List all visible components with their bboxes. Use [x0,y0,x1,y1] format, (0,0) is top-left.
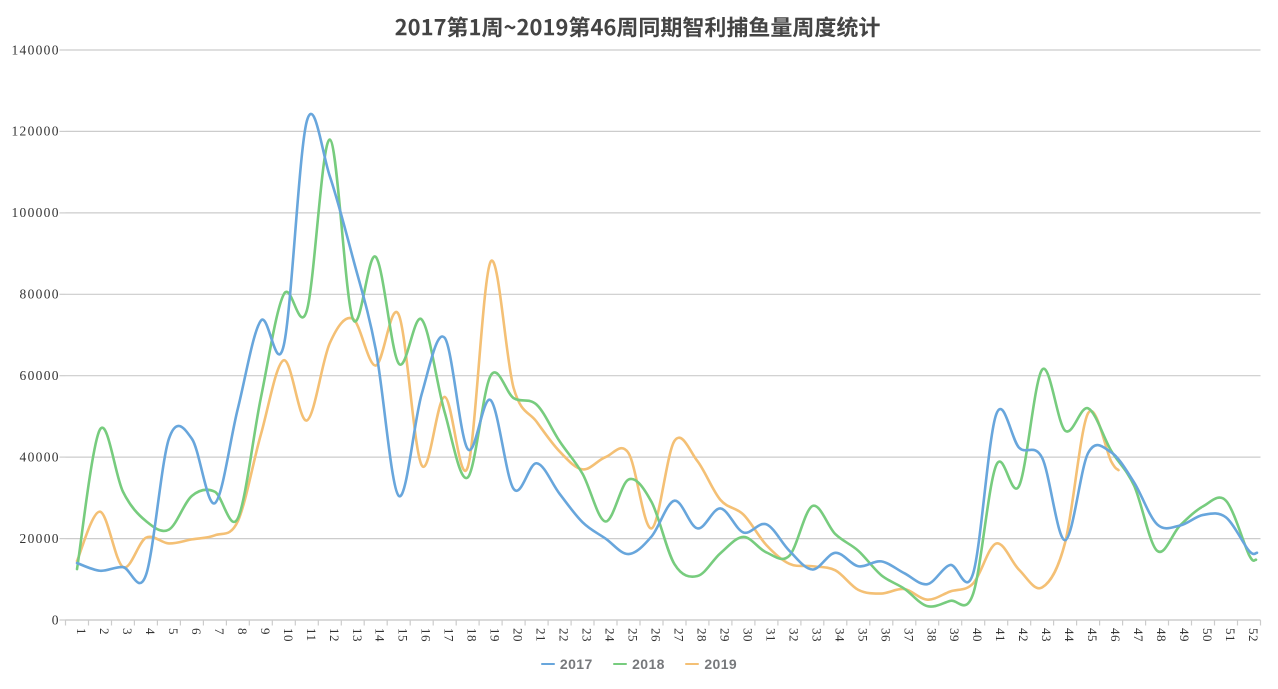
svg-text:0: 0 [52,612,60,627]
svg-text:15: 15 [396,628,411,642]
svg-text:4: 4 [143,628,158,635]
svg-text:27: 27 [672,628,687,642]
svg-text:45: 45 [1085,628,1100,642]
svg-text:43: 43 [1039,628,1054,642]
svg-text:20000: 20000 [20,531,60,546]
svg-text:3: 3 [120,628,135,635]
svg-text:52: 52 [1246,628,1261,642]
svg-text:29: 29 [717,628,732,642]
svg-text:100000: 100000 [11,205,59,220]
svg-text:16: 16 [419,628,434,642]
svg-text:9: 9 [258,628,273,635]
svg-text:28: 28 [695,628,710,642]
svg-text:5: 5 [166,628,181,635]
svg-text:2: 2 [97,628,112,635]
svg-text:46: 46 [1108,628,1123,642]
svg-text:41: 41 [993,628,1008,642]
svg-text:23: 23 [580,628,595,642]
svg-text:20: 20 [511,628,526,642]
svg-text:140000: 140000 [11,42,59,57]
svg-text:48: 48 [1154,628,1169,642]
svg-text:42: 42 [1016,628,1031,642]
svg-text:39: 39 [947,628,962,642]
svg-text:31: 31 [763,628,778,642]
svg-text:44: 44 [1062,628,1077,642]
svg-text:21: 21 [534,628,549,642]
svg-text:10: 10 [281,628,296,642]
svg-text:51: 51 [1223,628,1238,642]
svg-text:34: 34 [832,628,847,642]
svg-text:14: 14 [373,628,388,642]
svg-text:40: 40 [970,628,985,642]
svg-text:120000: 120000 [11,124,59,139]
svg-text:40000: 40000 [20,449,60,464]
svg-text:11: 11 [304,628,319,642]
svg-text:47: 47 [1131,628,1146,642]
svg-text:19: 19 [488,628,503,642]
svg-text:12: 12 [327,628,342,642]
svg-text:37: 37 [901,628,916,642]
svg-text:22: 22 [557,628,572,642]
svg-text:7: 7 [212,628,227,635]
svg-text:36: 36 [878,628,893,642]
svg-text:35: 35 [855,628,870,642]
svg-text:38: 38 [924,628,939,642]
svg-text:80000: 80000 [20,287,60,302]
svg-text:33: 33 [809,628,824,642]
svg-text:8: 8 [235,628,250,635]
svg-text:18: 18 [465,628,480,642]
svg-text:50: 50 [1200,628,1215,642]
svg-text:6: 6 [189,628,204,635]
svg-text:13: 13 [350,628,365,642]
svg-text:26: 26 [649,628,664,642]
svg-text:1: 1 [74,628,89,635]
svg-text:49: 49 [1177,628,1192,642]
svg-text:17: 17 [442,628,457,642]
svg-text:25: 25 [626,628,641,642]
svg-text:32: 32 [786,628,801,642]
svg-text:24: 24 [603,628,618,642]
svg-text:60000: 60000 [20,368,60,383]
svg-text:30: 30 [740,628,755,642]
